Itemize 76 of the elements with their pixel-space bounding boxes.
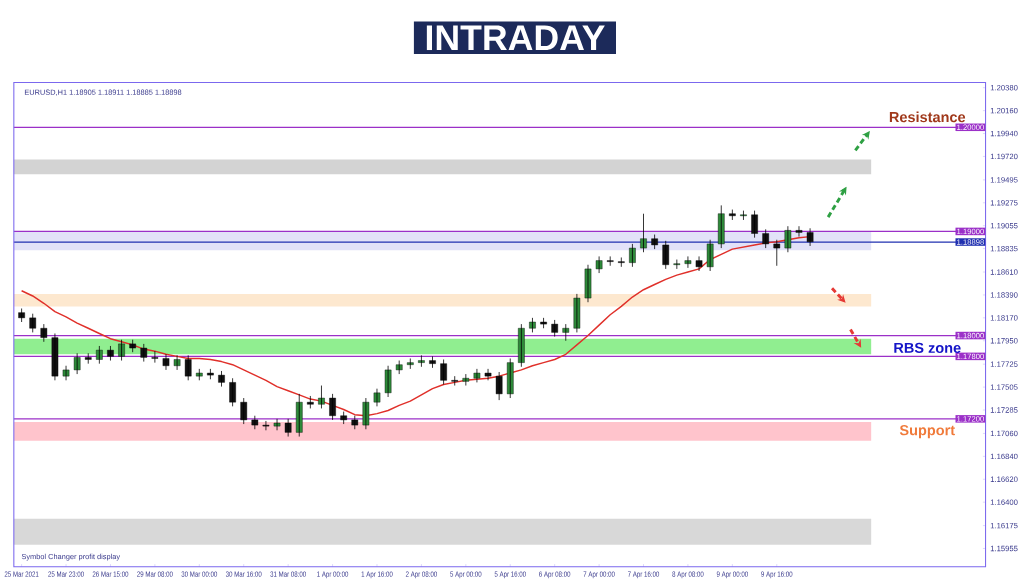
candlestick — [584, 264, 592, 303]
text: Resistance — [889, 111, 966, 123]
candlestick — [184, 355, 192, 381]
candlestick — [551, 319, 558, 338]
candlestick — [307, 395, 314, 410]
candlestick — [429, 356, 436, 369]
candlestick — [362, 397, 370, 430]
candlestick — [473, 368, 481, 383]
candlestick — [162, 354, 170, 371]
candlestick — [173, 355, 181, 371]
candlestick — [729, 209, 736, 221]
candlestick — [751, 210, 758, 239]
candlestick — [518, 323, 525, 368]
candlestick — [351, 415, 359, 430]
candlestick — [262, 420, 270, 431]
candlestick — [29, 313, 37, 334]
candlestick — [762, 229, 769, 249]
candlestick — [495, 371, 503, 401]
candlestick — [329, 393, 336, 421]
candlestick — [140, 343, 148, 363]
candlestick — [562, 323, 570, 342]
candlestick — [340, 411, 347, 425]
candlestick — [795, 226, 803, 238]
candlestick — [395, 360, 403, 375]
candlestick — [218, 370, 225, 388]
candlestick — [273, 418, 281, 431]
candlestick — [617, 257, 625, 268]
candlestick — [717, 205, 725, 249]
candlestick — [107, 345, 114, 362]
text: Support — [899, 425, 955, 439]
candlestick — [151, 350, 159, 364]
candlestick — [440, 359, 447, 386]
candlestick — [684, 256, 692, 269]
candlestick — [240, 397, 248, 425]
candlestick — [51, 333, 59, 381]
candlestick — [207, 368, 214, 380]
candlestick — [695, 256, 703, 272]
candlestick — [673, 259, 681, 270]
candlestick — [73, 353, 81, 375]
candlestick — [806, 228, 814, 247]
candlestick — [706, 239, 714, 272]
candlestick — [640, 213, 647, 253]
candlestick — [662, 240, 670, 270]
candlestick — [62, 365, 70, 381]
candlestick — [773, 239, 781, 267]
candlestick — [573, 293, 581, 334]
candlestick — [506, 358, 514, 399]
candlestick — [740, 210, 747, 221]
candlestick — [606, 256, 614, 267]
candlestick — [118, 339, 125, 362]
candlestick — [595, 256, 603, 274]
candlestick — [295, 393, 303, 438]
candlestick — [784, 226, 792, 253]
candlestick — [40, 323, 48, 343]
chart-title: INTRADAY — [426, 25, 605, 51]
candlestick — [195, 368, 203, 381]
candlestick — [129, 339, 136, 353]
candlestick — [18, 308, 25, 323]
candlestick — [629, 243, 636, 268]
candlestick — [451, 375, 459, 387]
candlestick — [484, 368, 492, 381]
candlestick — [651, 234, 658, 250]
candlestick — [384, 365, 392, 398]
candlestick — [251, 415, 259, 430]
candlestick — [529, 317, 536, 334]
candlestick — [418, 355, 425, 368]
text: RBS zone — [894, 342, 961, 354]
candlestick — [84, 353, 92, 365]
candlestick — [96, 345, 103, 365]
candlestick — [229, 378, 236, 407]
candlestick — [318, 385, 325, 410]
candlestick — [284, 418, 292, 438]
candlestick — [406, 358, 414, 370]
candlestick — [373, 388, 381, 407]
candlestick — [462, 373, 470, 387]
candlestick — [540, 317, 547, 329]
